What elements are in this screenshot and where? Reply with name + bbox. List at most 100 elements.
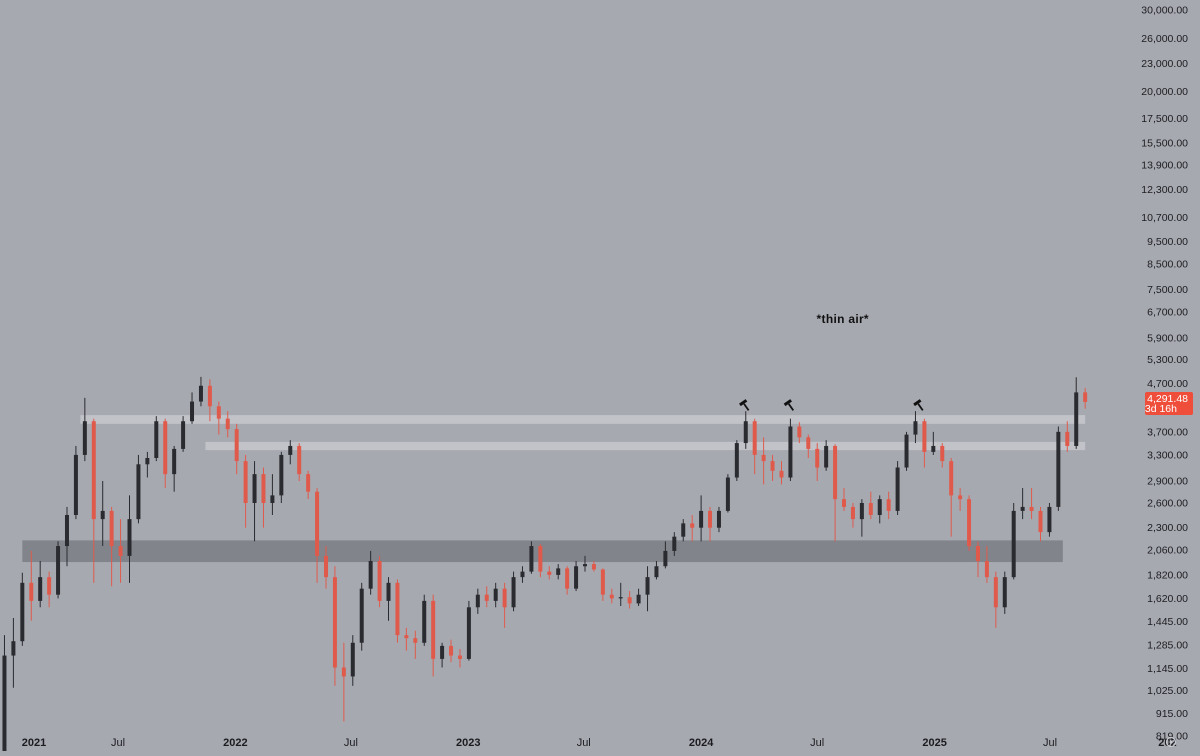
candle-body (1056, 431, 1061, 507)
candle (359, 582, 364, 651)
y-tick-label: 4,700.00 (1147, 378, 1188, 390)
y-tick-label: 30,000.00 (1141, 4, 1188, 16)
candle (502, 582, 507, 628)
candle-body (913, 421, 918, 435)
candle-body (993, 577, 998, 608)
candle-body (127, 519, 132, 556)
candle (1038, 506, 1043, 542)
candle (118, 519, 123, 583)
candle (1056, 426, 1061, 511)
x-tick-label: Jul (577, 737, 591, 749)
hammer-icon-handle (917, 403, 924, 411)
candle (431, 594, 436, 677)
candle (261, 467, 266, 528)
candle (815, 443, 820, 481)
axis-settings-icon[interactable] (1165, 736, 1177, 748)
candle-body (377, 560, 382, 601)
y-tick-label: 12,300.00 (1141, 184, 1188, 196)
candle-body (743, 421, 748, 444)
candle-body (806, 437, 811, 449)
candle-body (949, 461, 954, 496)
candle (797, 422, 802, 444)
candle (761, 437, 766, 485)
candle (341, 642, 346, 722)
candle (315, 488, 320, 583)
x-tick-label: 2025 (922, 737, 946, 749)
candle-body (824, 445, 829, 468)
candle-body (699, 510, 704, 528)
candle-body (850, 506, 855, 520)
candle-body (1029, 506, 1034, 511)
candle (413, 630, 418, 659)
candle (38, 560, 43, 608)
candle (779, 461, 784, 485)
candle-body (1002, 577, 1007, 608)
candle-body (842, 499, 847, 507)
candle (2, 635, 7, 756)
y-tick-label: 13,900.00 (1141, 159, 1188, 171)
y-tick-label: 2,300.00 (1147, 522, 1188, 534)
candle-body (73, 454, 78, 515)
candle-body (931, 445, 936, 452)
y-tick-label: 9,500.00 (1147, 236, 1188, 248)
candle (136, 454, 141, 524)
candle-body (100, 510, 105, 520)
candle-body (529, 546, 534, 572)
candle (868, 491, 873, 520)
candle (859, 499, 864, 537)
y-tick-label: 2,060.00 (1147, 544, 1188, 556)
time-axis[interactable]: 2021 Jul 2022 Jul 2023 Jul 2024 Jul 2025 Jul 202 (22, 737, 1177, 749)
candle (967, 495, 972, 551)
candle-body (797, 426, 802, 438)
y-tick-label: 17,500.00 (1141, 113, 1188, 125)
candle-body (368, 560, 373, 589)
candle (1011, 502, 1016, 580)
candle (1029, 488, 1034, 520)
candle (788, 418, 793, 481)
candle (565, 566, 570, 595)
y-tick-label: 1,820.00 (1147, 569, 1188, 581)
candle-body (47, 577, 52, 595)
candle (690, 514, 695, 542)
hammer-icon-head (739, 399, 748, 407)
candle-body (64, 514, 69, 547)
candle-body (770, 461, 775, 471)
candle-body (493, 588, 498, 601)
candle-body (708, 510, 713, 528)
candle-body (734, 443, 739, 478)
annotation-thin-air: *thin air* (817, 312, 869, 326)
candle (270, 474, 275, 515)
x-tick-label: Jul (344, 737, 358, 749)
candle-body (431, 600, 436, 659)
candle (440, 642, 445, 668)
candle-body (118, 546, 123, 556)
candle-body (967, 499, 972, 547)
candle (556, 564, 561, 580)
candle-body (975, 546, 980, 561)
candle (234, 423, 239, 475)
candle (20, 572, 25, 646)
candle (252, 461, 257, 542)
y-tick-label: 915.00 (1156, 708, 1188, 720)
candle-body (56, 546, 61, 595)
candle-body (2, 655, 7, 756)
candle-body (297, 445, 302, 475)
candle-body (279, 454, 284, 496)
candle (609, 588, 614, 604)
candle-body (600, 569, 605, 595)
hammer-icon-head (913, 399, 922, 407)
candle (1065, 421, 1070, 452)
candle (207, 379, 212, 422)
candle-body (556, 568, 561, 575)
y-tick-label: 8,500.00 (1147, 259, 1188, 271)
candle-body (502, 588, 507, 608)
candle (850, 502, 855, 528)
band-resistance-lower (205, 441, 1086, 451)
candle-body (752, 421, 757, 455)
price-axis[interactable]: 30,000.00 26,000.00 23,000.00 20,000.00 17,5… (1141, 4, 1188, 742)
candle (654, 560, 659, 580)
candle-body (413, 638, 418, 643)
candle (681, 519, 686, 542)
candle-body (583, 564, 587, 567)
